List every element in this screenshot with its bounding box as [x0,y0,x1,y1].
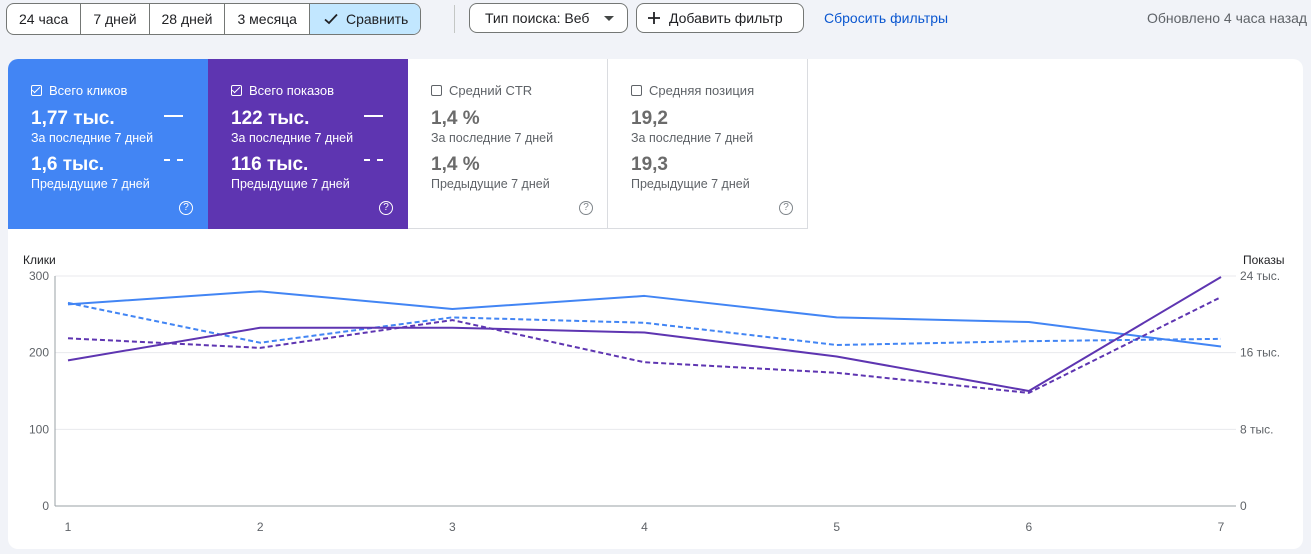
search-type-dropdown[interactable]: Тип поиска: Веб [469,3,628,33]
solid-line-legend-icon [364,115,383,117]
right-axis-title: Показы [1243,253,1284,267]
card-title: Всего кликов [31,83,127,98]
dashed-line-legend-icon [164,159,183,161]
x-axis-tick-label: 4 [641,520,648,534]
right-axis-tick-label: 24 тыс. [1240,269,1280,283]
compare-label: Сравнить [345,11,409,27]
toolbar: 24 часа 7 дней 28 дней 3 месяца Сравнить… [0,0,1311,40]
card-title: Всего показов [231,83,334,98]
x-axis-tick-label: 7 [1218,520,1225,534]
x-axis-tick-label: 6 [1025,520,1032,534]
performance-panel: Всего кликов 1,77 тыс. За последние 7 дн… [8,59,1303,549]
help-icon[interactable]: ? [579,201,593,215]
checkbox-checked-icon[interactable] [231,85,242,96]
checkbox-unchecked-icon[interactable] [431,85,442,96]
left-axis-tick-label: 300 [29,269,49,283]
range-3m-button[interactable]: 3 месяца [225,4,310,34]
solid-line-legend-icon [164,115,183,117]
search-type-label: Тип поиска: Веб [485,10,590,26]
help-icon[interactable]: ? [779,201,793,215]
last-updated-text: Обновлено 4 часа назад [1147,10,1308,26]
add-filter-button[interactable]: Добавить фильтр [636,3,804,33]
date-range-selector: 24 часа 7 дней 28 дней 3 месяца Сравнить [6,3,422,35]
previous-value: 19,3 [631,154,668,175]
checkbox-checked-icon[interactable] [31,85,42,96]
check-icon [324,13,338,25]
left-axis-tick-label: 100 [29,422,49,436]
left-axis-tick-label: 200 [29,346,49,360]
x-axis-tick-label: 2 [257,520,264,534]
previous-period-label: Предыдущие 7 дней [631,177,750,191]
previous-value: 1,6 тыс. [31,154,105,175]
x-axis-tick-label: 1 [65,520,72,534]
previous-value: 1,4 % [431,154,480,175]
current-period-label: За последние 7 дней [31,131,154,145]
help-icon[interactable]: ? [179,201,193,215]
reset-filters-link[interactable]: Сбросить фильтры [824,10,949,26]
impressions-previous-series-line [67,296,1222,394]
left-axis-title: Клики [23,253,56,267]
clicks-previous-series-line [67,301,1222,346]
range-24h-button[interactable]: 24 часа [7,4,82,34]
metric-card-position[interactable]: Средняя позиция 19,2 За последние 7 дней… [608,59,808,229]
right-axis-tick-label: 8 тыс. [1240,422,1273,436]
left-axis-tick-label: 0 [42,499,49,513]
previous-period-label: Предыдущие 7 дней [431,177,550,191]
current-period-label: За последние 7 дней [231,131,354,145]
right-axis-tick-label: 0 [1240,499,1247,513]
dashed-line-legend-icon [364,159,383,161]
dropdown-caret-icon [604,16,614,21]
impressions-current-series-line [67,276,1222,392]
card-title: Средняя позиция [631,83,754,98]
card-title-label: Средняя позиция [649,83,755,98]
card-title-label: Всего показов [249,83,334,98]
current-value: 1,77 тыс. [31,108,115,129]
previous-period-label: Предыдущие 7 дней [31,177,150,191]
current-value: 19,2 [631,108,668,129]
performance-chart[interactable]: Клики Показы 300 24 тыс.200 16 тыс.100 8 ты… [8,59,1303,549]
current-value: 1,4 % [431,108,480,129]
x-axis-tick-label: 5 [833,520,840,534]
previous-period-label: Предыдущие 7 дней [231,177,350,191]
help-icon[interactable]: ? [379,201,393,215]
metric-card-clicks[interactable]: Всего кликов 1,77 тыс. За последние 7 дн… [8,59,208,229]
x-axis-tick-label: 3 [449,520,456,534]
range-7d-button[interactable]: 7 дней [81,4,150,34]
checkbox-unchecked-icon[interactable] [631,85,642,96]
card-title-label: Средний CTR [449,83,533,98]
current-period-label: За последние 7 дней [431,131,554,145]
add-filter-label: Добавить фильтр [669,10,783,26]
right-axis-tick-label: 16 тыс. [1240,346,1280,360]
metric-card-ctr[interactable]: Средний CTR 1,4 % За последние 7 дней 1,… [408,59,608,229]
current-value: 122 тыс. [231,108,310,129]
toolbar-divider [454,5,455,33]
previous-value: 116 тыс. [231,154,309,175]
plus-icon [648,12,660,24]
clicks-current-series-line [67,290,1222,348]
compare-button[interactable]: Сравнить [309,4,421,34]
card-title-label: Всего кликов [49,83,128,98]
card-title: Средний CTR [431,83,532,98]
current-period-label: За последние 7 дней [631,131,754,145]
range-28d-button[interactable]: 28 дней [150,4,226,34]
metric-card-impressions[interactable]: Всего показов 122 тыс. За последние 7 дн… [208,59,408,229]
